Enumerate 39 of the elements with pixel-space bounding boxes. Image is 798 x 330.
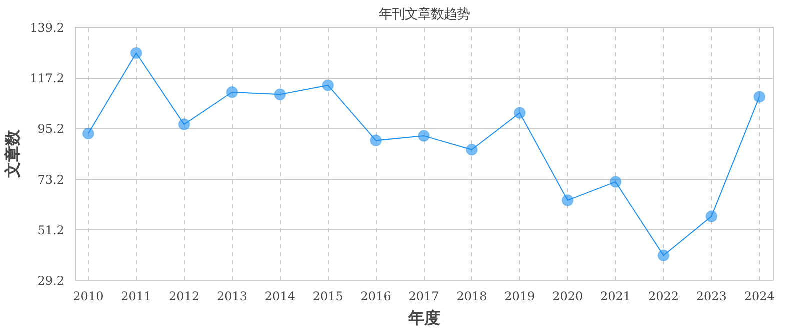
x-tick-label: 2014 bbox=[264, 290, 296, 304]
y-tick-label: 117.2 bbox=[30, 72, 65, 86]
x-tick-label: 2011 bbox=[121, 290, 152, 304]
y-tick-label: 73.2 bbox=[38, 172, 64, 187]
x-tick-label: 2010 bbox=[73, 290, 104, 304]
x-tick-label: 2022 bbox=[648, 290, 679, 304]
x-tick-label: 2017 bbox=[408, 290, 440, 304]
point bbox=[418, 130, 430, 142]
point bbox=[466, 144, 478, 156]
x-tick-label: 2012 bbox=[169, 290, 200, 304]
point bbox=[130, 47, 142, 60]
y-axis-title: 文章数 bbox=[3, 129, 22, 179]
point bbox=[370, 134, 382, 147]
x-tick-label: 2013 bbox=[216, 290, 248, 304]
point bbox=[514, 107, 526, 120]
y-tick-label: 95.2 bbox=[38, 122, 64, 136]
point bbox=[562, 194, 574, 206]
point bbox=[658, 250, 670, 262]
y-tick-label: 51.2 bbox=[38, 223, 64, 238]
chart-title: 年刊文章数趋势 bbox=[379, 8, 470, 22]
point bbox=[82, 128, 94, 140]
x-axis-title: 年度 bbox=[408, 308, 440, 328]
point bbox=[226, 86, 238, 98]
x-tick-label: 2015 bbox=[312, 290, 344, 304]
point bbox=[610, 176, 622, 188]
x-tick-label: 2016 bbox=[360, 290, 392, 304]
point bbox=[274, 88, 286, 101]
point bbox=[706, 210, 718, 223]
x-tick-label: 2021 bbox=[600, 290, 632, 304]
x-tick-label: 2020 bbox=[552, 290, 584, 304]
x-tick-label: 2018 bbox=[456, 290, 488, 304]
point bbox=[322, 79, 334, 92]
point bbox=[178, 118, 190, 131]
x-tick-label: 2023 bbox=[696, 290, 727, 304]
x-tick-label: 2024 bbox=[744, 290, 776, 304]
point bbox=[754, 90, 766, 103]
y-tick-label: 29.2 bbox=[38, 274, 64, 288]
x-tick-label: 2019 bbox=[504, 290, 536, 304]
y-tick-label: 139.2 bbox=[30, 21, 65, 35]
